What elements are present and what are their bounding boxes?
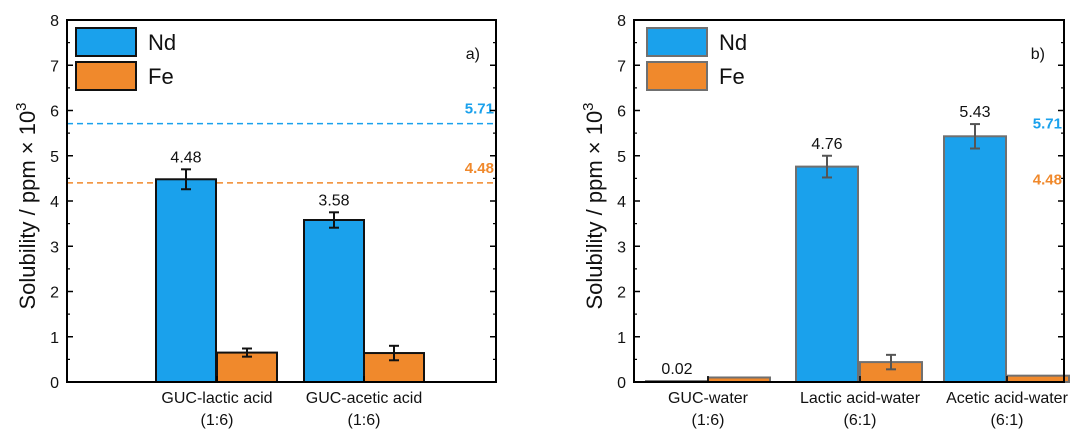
x-tick-label: Lactic acid-water: [800, 390, 921, 407]
x-tick-label: Acetic acid-water: [946, 390, 1068, 407]
bar-nd: [303, 219, 365, 383]
y-tick-label: 1: [50, 330, 59, 347]
chart-panel-b: 5.71 4.48 0.02 4.76 5.43 0 1 2 3 4 5 6 7 8 GUC-water (1…: [580, 13, 1070, 429]
reference-label: 5.71: [1033, 116, 1062, 133]
y-tick-label: 4: [617, 194, 626, 211]
legend-label: Fe: [148, 64, 174, 89]
bar-nd: [795, 165, 859, 383]
y-tick-label: 2: [617, 285, 626, 302]
legend-swatch-fe: [646, 61, 708, 91]
y-axis-label-text: Solubility / ppm × 10: [15, 111, 40, 310]
bar-nd: [155, 178, 217, 383]
y-axis-label: Solubility / ppm × 103: [580, 102, 607, 309]
panel-label: b): [1031, 46, 1045, 63]
y-tick-label: 5: [50, 149, 59, 166]
y-tick-label: 1: [617, 330, 626, 347]
x-tick-label: GUC-water: [668, 390, 749, 407]
x-tick-label: (6:1): [991, 412, 1024, 429]
legend-label: Fe: [719, 64, 745, 89]
y-axis-label-text: Solubility / ppm × 10: [582, 111, 607, 310]
y-tick-label: 4: [50, 194, 59, 211]
x-tick-label: (1:6): [348, 412, 381, 429]
data-label: 5.43: [959, 104, 990, 121]
reference-label: 4.48: [1033, 171, 1062, 188]
legend-swatch-fe: [75, 61, 137, 91]
y-axis-label-exponent: 3: [13, 102, 30, 110]
y-tick-label: 2: [50, 285, 59, 302]
reference-label: 5.71: [465, 101, 494, 118]
y-axis-label-exponent: 3: [580, 102, 597, 110]
y-tick-label: 0: [50, 375, 59, 392]
y-tick-label: 7: [617, 58, 626, 75]
x-tick-label: GUC-acetic acid: [306, 390, 422, 407]
y-tick-label: 8: [50, 13, 59, 30]
x-tick-label: GUC-lactic acid: [161, 390, 272, 407]
y-tick-label: 3: [50, 239, 59, 256]
legend-label: Nd: [148, 30, 176, 55]
legend-swatch-nd: [646, 27, 708, 57]
y-tick-label: 7: [50, 58, 59, 75]
legend-swatch-nd: [75, 27, 137, 57]
data-label: 3.58: [318, 192, 349, 209]
chart-panel-a: 5.71 4.48 4.48 3.58 0 1 2 3 4 5 6 7 8 GUC-lactic acid…: [13, 13, 497, 429]
bar-nd: [943, 135, 1007, 383]
data-label: 4.76: [811, 136, 842, 153]
y-tick-label: 0: [617, 375, 626, 392]
panel-label: a): [466, 46, 480, 63]
legend-label: Nd: [719, 30, 747, 55]
y-axis-label: Solubility / ppm × 103: [13, 102, 40, 309]
x-tick-label: (6:1): [844, 412, 877, 429]
y-tick-label: 3: [617, 239, 626, 256]
data-label: 4.48: [170, 149, 201, 166]
y-tick-label: 8: [617, 13, 626, 30]
y-tick-label: 5: [617, 149, 626, 166]
x-tick-label: (1:6): [692, 412, 725, 429]
y-tick-label: 6: [617, 104, 626, 121]
y-tick-label: 6: [50, 104, 59, 121]
data-label: 0.02: [661, 361, 692, 378]
x-tick-label: (1:6): [201, 412, 234, 429]
reference-label: 4.48: [465, 160, 494, 177]
